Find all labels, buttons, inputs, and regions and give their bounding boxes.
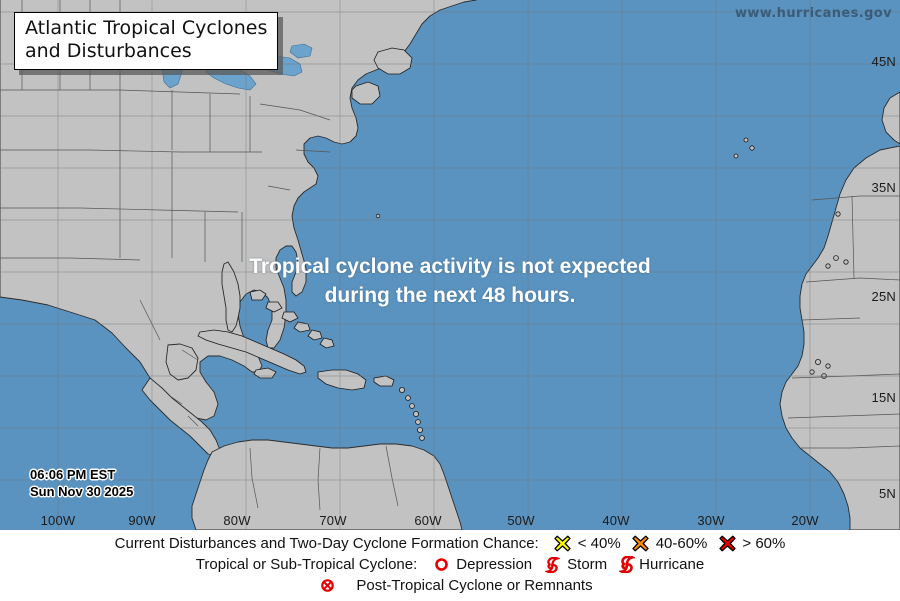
- legend-item-chance-low[interactable]: < 40%: [553, 535, 621, 553]
- timestamp-date: Sun Nov 30 2025: [30, 484, 134, 499]
- legend-formation-row: Current Disturbances and Two-Day Cyclone…: [0, 533, 900, 554]
- legend-item-chance-medium[interactable]: 40-60%: [631, 534, 708, 553]
- legend-item-hurricane[interactable]: Hurricane: [617, 556, 704, 574]
- legend-chance-high-label: > 60%: [742, 534, 786, 552]
- legend-post-tropical-label: Post-Tropical Cyclone or Remnants: [356, 576, 593, 594]
- atlantic-island-groups: [733, 137, 849, 269]
- bermuda: [375, 213, 381, 219]
- legend-depression-label: Depression: [456, 555, 533, 573]
- map-title-line-1: Atlantic Tropical Cyclones: [25, 17, 268, 39]
- map-geography: [0, 0, 900, 530]
- site-watermark: www.hurricanes.gov: [734, 6, 892, 21]
- nova-scotia: [351, 81, 381, 105]
- legend-item-chance-high[interactable]: > 60%: [717, 535, 785, 553]
- legend-item-storm[interactable]: Storm: [542, 556, 607, 574]
- legend-post-tropical-row: Post-Tropical Cyclone or Remnants: [0, 575, 900, 596]
- issuance-timestamp: 06:06 PM EST Sun Nov 30 2025: [30, 466, 133, 500]
- x-mark-orange-icon: [631, 535, 651, 553]
- hurricane-spiral-icon: [617, 556, 637, 574]
- landmasses: [0, 0, 900, 530]
- cuba: [197, 329, 307, 375]
- map-title-box: Atlantic Tropical Cyclones and Disturban…: [14, 12, 278, 70]
- legend-formation-label: Current Disturbances and Two-Day Cyclone…: [114, 535, 539, 552]
- south-america: [191, 439, 463, 530]
- yucatan-peninsula: [165, 343, 199, 381]
- northwest-africa-corner: [881, 91, 900, 145]
- north-america-landmass: [0, 0, 478, 421]
- map-title-line-2: and Disturbances: [25, 40, 192, 62]
- legend-chance-low-label: < 40%: [577, 534, 621, 552]
- legend-cyclone-label: Tropical or Sub-Tropical Cyclone:: [195, 556, 418, 573]
- timestamp-time: 06:06 PM EST: [30, 467, 116, 482]
- x-mark-red-icon: [717, 535, 737, 553]
- post-tropical-circle-x-icon: [317, 577, 337, 595]
- legend-storm-label: Storm: [567, 555, 608, 573]
- map-legend: Current Disturbances and Two-Day Cyclone…: [0, 530, 900, 601]
- depression-circle-icon: [431, 556, 451, 574]
- florida-peninsula: [221, 261, 241, 333]
- legend-item-post-tropical[interactable]: Post-Tropical Cyclone or Remnants: [317, 576, 593, 595]
- legend-chance-medium-label: 40-60%: [655, 534, 708, 552]
- lesser-antilles: [398, 386, 425, 441]
- hispaniola: [317, 369, 367, 391]
- storm-spiral-icon: [542, 556, 562, 574]
- bahamas-islands: [249, 289, 335, 349]
- atlantic-basin-map[interactable]: 45N 35N 25N 15N 5N 100W 90W 80W 70W 60W …: [0, 0, 900, 530]
- legend-item-depression[interactable]: Depression: [431, 556, 532, 574]
- legend-hurricane-label: Hurricane: [639, 555, 705, 573]
- legend-cyclone-row: Tropical or Sub-Tropical Cyclone: Depres…: [0, 554, 900, 575]
- x-mark-yellow-icon: [553, 535, 573, 553]
- jamaica: [253, 367, 277, 379]
